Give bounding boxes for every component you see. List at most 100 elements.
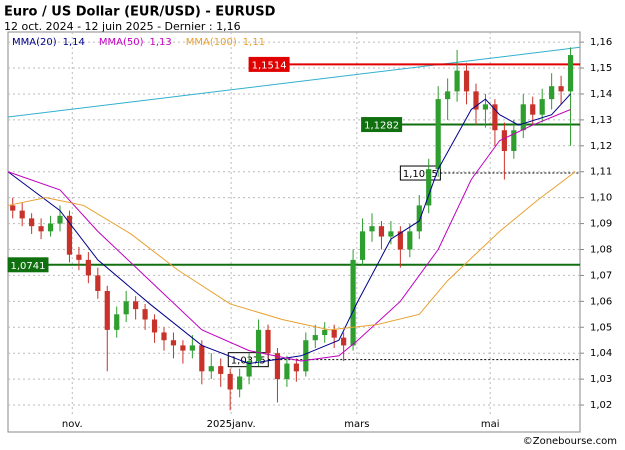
y-tick-label: 1,03 (590, 374, 612, 385)
y-tick-label: 1,16 (590, 37, 612, 48)
candle-body (133, 301, 139, 310)
candle-body (104, 290, 110, 330)
x-tick-label: mai (481, 419, 500, 430)
level-box (361, 117, 403, 133)
candle-body (454, 70, 460, 92)
level-label: 1,0741 (11, 261, 46, 272)
candle-body (237, 376, 243, 390)
candle-body (85, 259, 91, 276)
candle-body (312, 335, 318, 341)
chart-subtitle: 12 oct. 2024 - 12 juin 2025 - Dernier : … (4, 20, 241, 33)
y-tick-label: 1,11 (590, 167, 612, 178)
plot-frame (7, 31, 581, 433)
y-tick-label: 1,09 (590, 219, 612, 230)
y-tick-label: 1,14 (590, 89, 612, 100)
candle-body (47, 223, 54, 232)
moving-average (7, 93, 571, 365)
candle-body (558, 86, 564, 92)
candle-body (388, 231, 394, 237)
legend-name: MMA(50) (99, 37, 144, 48)
candle-body (123, 301, 129, 315)
y-tick-label: 1,05 (590, 322, 612, 333)
candle-body (445, 91, 451, 100)
candle-body (369, 226, 375, 232)
candle-body (227, 373, 233, 390)
candle-body (341, 337, 347, 346)
candle-body (10, 205, 16, 211)
candle-body (114, 314, 120, 330)
candle-body (549, 86, 555, 100)
y-tick-label: 1,04 (590, 348, 612, 359)
moving-average (7, 109, 571, 362)
candle-body (161, 332, 167, 341)
trendline (7, 46, 581, 118)
candle-body (189, 345, 195, 351)
candle-body (426, 169, 432, 206)
y-tick-label: 1,07 (590, 270, 612, 281)
candle-body (492, 104, 498, 131)
y-tick-label: 1,15 (590, 63, 612, 74)
candle-body (539, 99, 545, 115)
candle-body (407, 231, 413, 250)
source: ©Zonebourse.com (523, 436, 617, 447)
candle-body (303, 340, 309, 372)
candle-body (274, 353, 281, 380)
y-tick-label: 1,08 (590, 244, 612, 255)
candles (10, 47, 574, 411)
candle-body (397, 231, 403, 250)
candle-body (530, 104, 536, 115)
x-tick-label: 2025janv. (207, 419, 256, 430)
candle-body (463, 70, 470, 92)
x-tick-label: nov. (62, 419, 83, 430)
level-box (7, 257, 49, 273)
candle-body (95, 275, 101, 291)
y-tick-label: 1,13 (590, 115, 612, 126)
candle-body (435, 99, 441, 170)
candle-body (567, 55, 574, 92)
candle-body (331, 329, 337, 338)
candle-body (265, 329, 271, 354)
candle-body (19, 210, 25, 219)
y-tick-label: 1,10 (590, 193, 612, 204)
legend-value: 1,13 (150, 37, 172, 48)
candle-body (142, 309, 148, 320)
legend-name: MMA(100) (186, 37, 237, 48)
legend-name: MMA(20) (12, 37, 57, 48)
candle-body (29, 218, 35, 227)
candle-body (359, 231, 366, 260)
level-label: 1,1095 (403, 169, 438, 180)
x-tick-label: mars (344, 419, 369, 430)
candle-body (180, 345, 186, 351)
candle-body (199, 345, 205, 372)
candle-body (66, 215, 73, 255)
candle-body (350, 259, 356, 346)
y-tick-label: 1,12 (590, 141, 612, 152)
candle-body (501, 130, 507, 151)
level-label: 1,1514 (252, 60, 287, 71)
candle-body (473, 91, 479, 110)
level-label: 1,1282 (364, 121, 399, 132)
candle-body (151, 319, 158, 333)
candle-body (293, 363, 299, 372)
candle-body (57, 215, 63, 224)
candle-body (284, 363, 290, 380)
candle-body (520, 104, 526, 131)
candle-body (170, 340, 177, 346)
candle-body (322, 329, 328, 336)
candle-body (255, 329, 262, 361)
candle-body (208, 366, 214, 372)
candle-body (511, 130, 517, 151)
y-tick-label: 1,02 (590, 400, 612, 411)
moving-average (7, 171, 576, 331)
candle-body (482, 104, 489, 110)
level-box (248, 56, 290, 72)
chart-title: Euro / US Dollar (EUR/USD) - EURUSD (4, 5, 276, 20)
candle-body (218, 366, 224, 374)
candle-body (38, 226, 44, 232)
legend-value: 1,14 (63, 37, 85, 48)
candle-body (246, 360, 252, 377)
legend-value: 1,11 (243, 37, 265, 48)
y-tick-label: 1,06 (590, 296, 612, 307)
candle-body (416, 205, 422, 232)
